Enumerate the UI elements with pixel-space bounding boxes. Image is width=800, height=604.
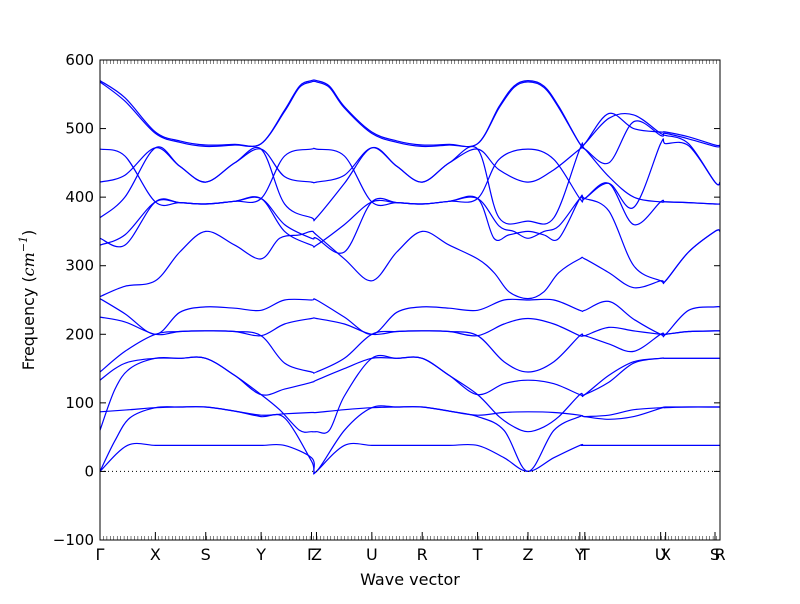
y-tick-label: 600 bbox=[65, 51, 94, 69]
x-tick-label: X bbox=[660, 545, 671, 564]
x-axis: Γ X S Y ΓZ U R T Z YT UX SR bbox=[96, 60, 726, 564]
y-tick-label: 200 bbox=[65, 325, 94, 343]
y-tick-label: 400 bbox=[65, 188, 94, 206]
band-13 bbox=[99, 120, 721, 186]
x-tick-label: Γ bbox=[307, 545, 316, 564]
x-tick-label: Y bbox=[574, 545, 585, 564]
y-axis-label-suffix: ) bbox=[19, 230, 38, 236]
plot-frame bbox=[99, 59, 721, 541]
x-tick-label: U bbox=[366, 545, 378, 564]
y-tick-label: 0 bbox=[84, 462, 94, 480]
bands-layer bbox=[99, 79, 721, 475]
x-tick-label: Γ bbox=[96, 545, 105, 564]
band-2 bbox=[99, 405, 720, 474]
x-axis-label: Wave vector bbox=[360, 570, 460, 589]
y-tick-label: −100 bbox=[53, 531, 94, 549]
y-axis: −100 0 100 200 300 400 500 600 bbox=[53, 51, 720, 549]
band-14 bbox=[99, 138, 721, 209]
y-tick-label: 100 bbox=[65, 394, 94, 412]
band-9 bbox=[99, 229, 721, 300]
x-tick-label: Y bbox=[255, 545, 266, 564]
x-tick-label: T bbox=[472, 545, 483, 564]
band-15 bbox=[99, 80, 721, 149]
y-axis-label-unit-exponent: −1 bbox=[17, 236, 30, 252]
x-tick-label: X bbox=[150, 545, 161, 564]
y-axis-label-unit: cm bbox=[19, 252, 38, 276]
x-tick-label: Z bbox=[311, 545, 322, 564]
band-8 bbox=[99, 298, 721, 338]
x-tick-label: T bbox=[579, 545, 590, 564]
x-tick-label: S bbox=[201, 545, 211, 564]
band-6 bbox=[99, 326, 721, 375]
y-tick-label: 500 bbox=[65, 120, 94, 138]
y-axis-label: Frequency (cm−1) bbox=[17, 230, 38, 371]
band-5 bbox=[99, 354, 720, 434]
x-tick-label: R bbox=[417, 545, 428, 564]
band-3 bbox=[99, 406, 720, 420]
band-7 bbox=[99, 316, 721, 353]
band-16 bbox=[99, 79, 721, 149]
y-tick-label: 300 bbox=[65, 257, 94, 275]
band-1 bbox=[99, 442, 720, 475]
x-tick-label: S bbox=[710, 545, 720, 564]
x-tick-label: R bbox=[714, 545, 725, 564]
y-axis-label-prefix: Frequency ( bbox=[19, 276, 38, 370]
x-tick-label: Z bbox=[522, 545, 533, 564]
band-12 bbox=[99, 142, 721, 225]
x-tick-label: U bbox=[655, 545, 667, 564]
